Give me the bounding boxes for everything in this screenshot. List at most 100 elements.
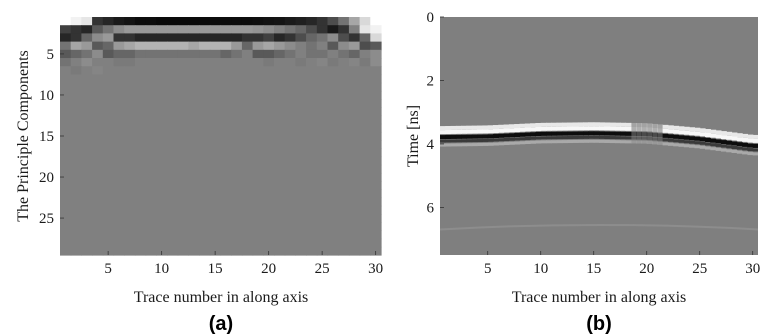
reflection-segment [715, 139, 722, 144]
heatmap-cell [70, 33, 82, 43]
reflection-segment [710, 138, 717, 143]
heatmap-cell [231, 49, 243, 59]
heatmap-cell [348, 82, 361, 92]
heatmap-cell [274, 115, 286, 125]
reflection-segment [482, 142, 489, 146]
heatmap-cell [81, 25, 93, 35]
heatmap-cell [252, 33, 264, 43]
reflection-segment [524, 127, 531, 132]
reflection-segment [710, 147, 717, 151]
heatmap-cell [348, 33, 361, 43]
heatmap-cell [177, 115, 189, 125]
heatmap-cell [60, 66, 72, 76]
reflection-segment [736, 133, 743, 138]
reflection-segment [689, 144, 695, 148]
heatmap-cell [81, 90, 93, 100]
reflection-segment [646, 127, 653, 132]
heatmap-cell [241, 33, 254, 43]
heatmap-cell [199, 164, 211, 174]
reflection-segment [715, 147, 722, 151]
heatmap-cell [338, 172, 350, 182]
heatmap-cell [145, 99, 157, 108]
heatmap-cell [81, 99, 93, 108]
heatmap-cell [199, 49, 211, 59]
heatmap-cell [92, 107, 104, 117]
heatmap-cell [327, 164, 339, 174]
heatmap-cell [316, 172, 329, 182]
reflection-segment [742, 147, 748, 151]
heatmap-cell [113, 66, 125, 76]
heatmap-cell [156, 90, 168, 100]
heatmap-cell [102, 172, 115, 182]
heatmap-cell [284, 164, 296, 174]
heatmap-cell [327, 246, 339, 256]
heatmap-cell [145, 197, 157, 207]
reflection-segment [625, 136, 632, 140]
heatmap-cell [156, 131, 168, 141]
heatmap-cell [231, 189, 243, 199]
heatmap-cell [124, 164, 136, 174]
heatmap-cell [177, 172, 189, 182]
heatmap-cell [338, 164, 350, 174]
reflection-segment [694, 145, 701, 149]
heatmap-cell [252, 213, 264, 223]
heatmap-cell [177, 33, 189, 43]
heatmap-cell [348, 213, 361, 223]
heatmap-cell [359, 246, 371, 256]
heatmap-cell [209, 90, 222, 100]
reflection-segment [699, 128, 706, 133]
heatmap-cell [188, 82, 200, 92]
heatmap-cell [295, 66, 307, 76]
heatmap-cell [102, 25, 115, 35]
heatmap-cell [306, 90, 318, 100]
reflection-segment [572, 131, 579, 136]
heatmap-cell [92, 49, 104, 59]
heatmap-cell [263, 99, 275, 108]
x-tick-label: 25 [692, 261, 707, 277]
heatmap-cell [306, 213, 318, 223]
heatmap-cell [92, 90, 104, 100]
heatmap-cell [167, 230, 179, 240]
heatmap-cell [306, 17, 318, 26]
heatmap-cell [81, 172, 93, 182]
reflection-segment [614, 136, 621, 140]
heatmap-cell [370, 164, 382, 174]
heatmap-cell [177, 213, 189, 223]
heatmap-cell [167, 205, 179, 215]
reflection-segment [487, 142, 494, 146]
heatmap-cell [60, 123, 72, 133]
heatmap-cell [92, 115, 104, 125]
reflection-segment [546, 122, 552, 127]
heatmap-cell [156, 238, 168, 248]
reflection-segment [546, 131, 552, 136]
heatmap-cell [113, 205, 125, 215]
reflection-segment [609, 136, 616, 140]
heatmap-cell [231, 99, 243, 108]
heatmap-cell [359, 222, 371, 231]
reflection-segment [535, 132, 542, 136]
heatmap-cell [231, 115, 243, 125]
heatmap-cell [81, 238, 93, 248]
heatmap-cell [81, 74, 93, 84]
heatmap-cell [70, 107, 82, 117]
reflection-segment [440, 126, 446, 131]
heatmap-cell [348, 66, 361, 76]
reflection-segment [667, 138, 674, 142]
reflection-segment [577, 139, 584, 143]
heatmap-cell [316, 49, 329, 59]
reflection-segment [699, 145, 706, 149]
heatmap-cell [241, 131, 254, 141]
reflection-segment [683, 140, 690, 144]
reflection-segment [514, 137, 521, 141]
reflection-segment [720, 135, 727, 140]
reflection-segment [535, 136, 542, 140]
heatmap-cell [274, 17, 286, 26]
heatmap-cell [156, 115, 168, 125]
reflection-segment [705, 129, 711, 133]
reflection-segment [593, 139, 600, 143]
heatmap-cell [370, 90, 382, 100]
heatmap-cell [188, 41, 200, 51]
heatmap-cell [70, 99, 82, 108]
heatmap-cell [102, 115, 115, 125]
heatmap-cell [241, 115, 254, 125]
